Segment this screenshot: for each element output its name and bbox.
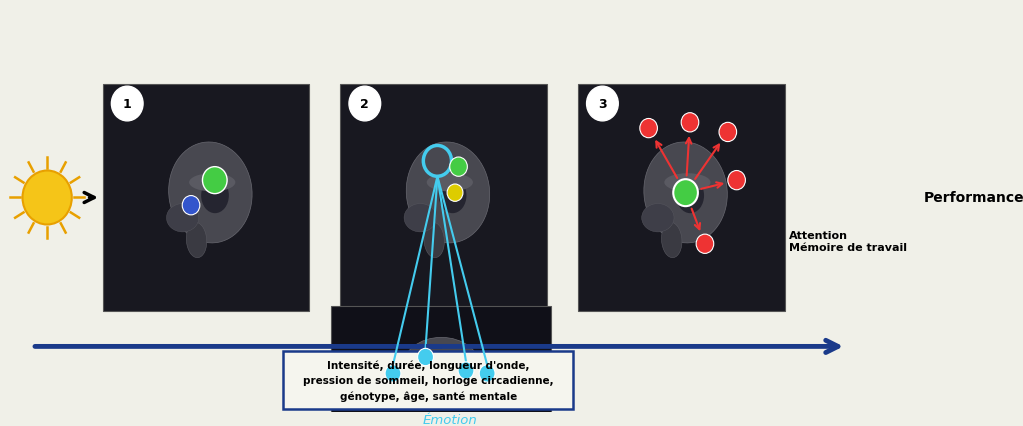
Circle shape <box>719 123 737 142</box>
FancyBboxPatch shape <box>283 351 573 409</box>
FancyBboxPatch shape <box>578 85 785 311</box>
Ellipse shape <box>424 223 444 258</box>
Ellipse shape <box>186 223 207 258</box>
Ellipse shape <box>169 143 252 243</box>
Text: 2: 2 <box>360 98 369 111</box>
Ellipse shape <box>419 354 463 384</box>
Text: 3: 3 <box>598 98 607 111</box>
Circle shape <box>450 158 468 177</box>
Ellipse shape <box>641 204 674 232</box>
Circle shape <box>586 87 618 121</box>
Ellipse shape <box>427 174 473 192</box>
Circle shape <box>349 87 381 121</box>
Ellipse shape <box>676 178 704 214</box>
Circle shape <box>696 235 714 254</box>
Circle shape <box>112 87 143 121</box>
Circle shape <box>681 113 699 132</box>
Text: Émotion: Émotion <box>422 413 478 426</box>
Ellipse shape <box>428 357 455 367</box>
Circle shape <box>447 184 463 202</box>
Ellipse shape <box>439 178 466 214</box>
Circle shape <box>727 171 746 190</box>
Circle shape <box>23 171 72 225</box>
Ellipse shape <box>643 143 727 243</box>
FancyBboxPatch shape <box>102 85 309 311</box>
Circle shape <box>673 180 698 207</box>
Ellipse shape <box>664 174 711 192</box>
Circle shape <box>203 167 227 194</box>
Text: Intensité, durée, longueur d'onde,
pression de sommeil, horloge circadienne,
gén: Intensité, durée, longueur d'onde, press… <box>303 360 553 401</box>
Ellipse shape <box>404 204 437 232</box>
Ellipse shape <box>167 204 198 232</box>
Circle shape <box>458 362 474 379</box>
Text: 1: 1 <box>123 98 132 111</box>
Circle shape <box>639 119 658 138</box>
FancyBboxPatch shape <box>331 306 551 426</box>
Text: Performance: Performance <box>924 191 1023 205</box>
Text: Attention
Mémoire de travail: Attention Mémoire de travail <box>789 230 907 252</box>
Circle shape <box>417 348 434 366</box>
Ellipse shape <box>406 143 490 243</box>
Circle shape <box>182 196 199 215</box>
Ellipse shape <box>202 178 229 214</box>
Ellipse shape <box>662 223 682 258</box>
Ellipse shape <box>189 174 235 192</box>
Circle shape <box>479 365 495 382</box>
Ellipse shape <box>402 337 481 400</box>
FancyBboxPatch shape <box>341 85 547 311</box>
Circle shape <box>385 365 401 382</box>
